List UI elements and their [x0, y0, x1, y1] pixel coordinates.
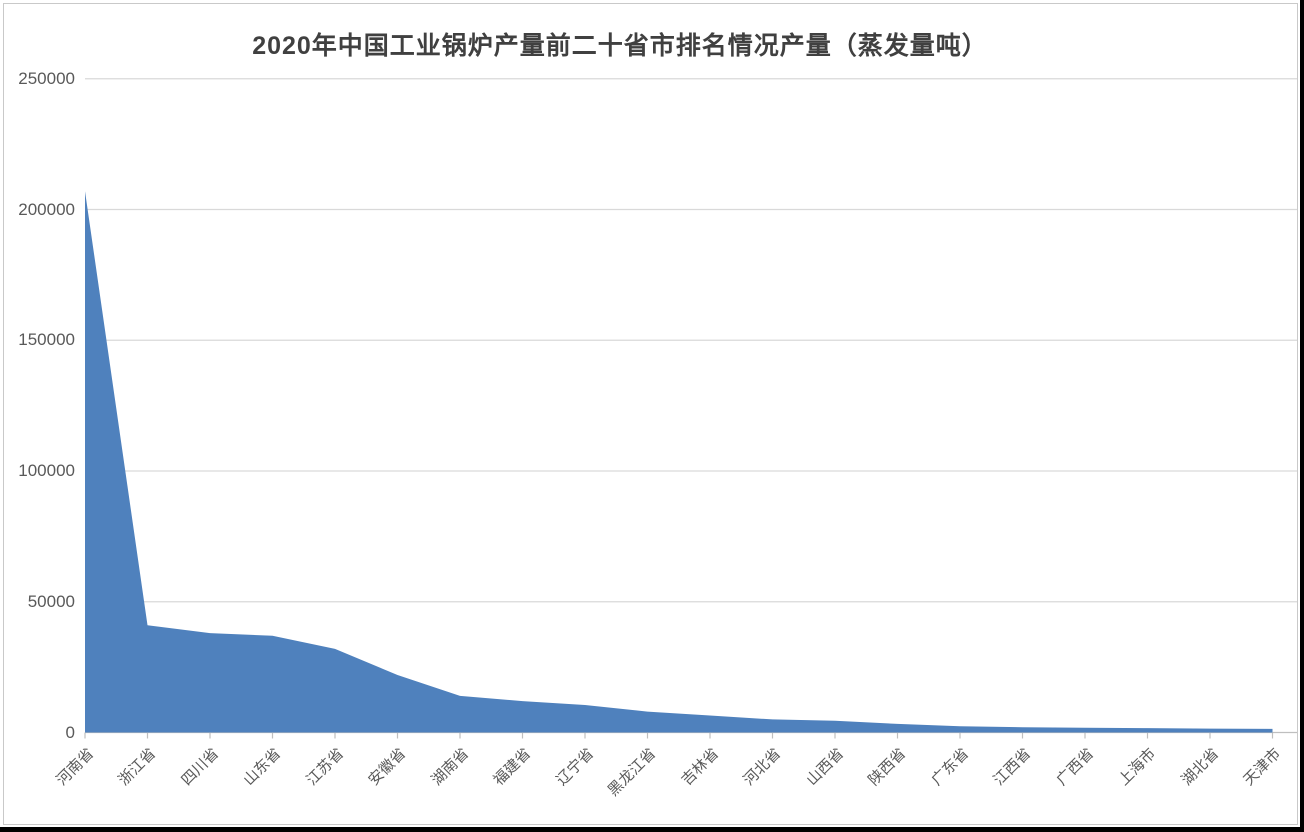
y-tick-label: 150000	[18, 330, 75, 350]
y-tick-label: 100000	[18, 461, 75, 480]
chart-title: 2020年中国工业锅炉产量前二十省市排名情况产量（蒸发量吨）	[252, 32, 988, 60]
y-tick-label: 200000	[18, 199, 75, 219]
area-series	[85, 191, 1273, 733]
y-tick-label: 50000	[27, 591, 75, 611]
y-tick-label: 0	[65, 722, 75, 742]
y-tick-label: 250000	[18, 68, 75, 88]
